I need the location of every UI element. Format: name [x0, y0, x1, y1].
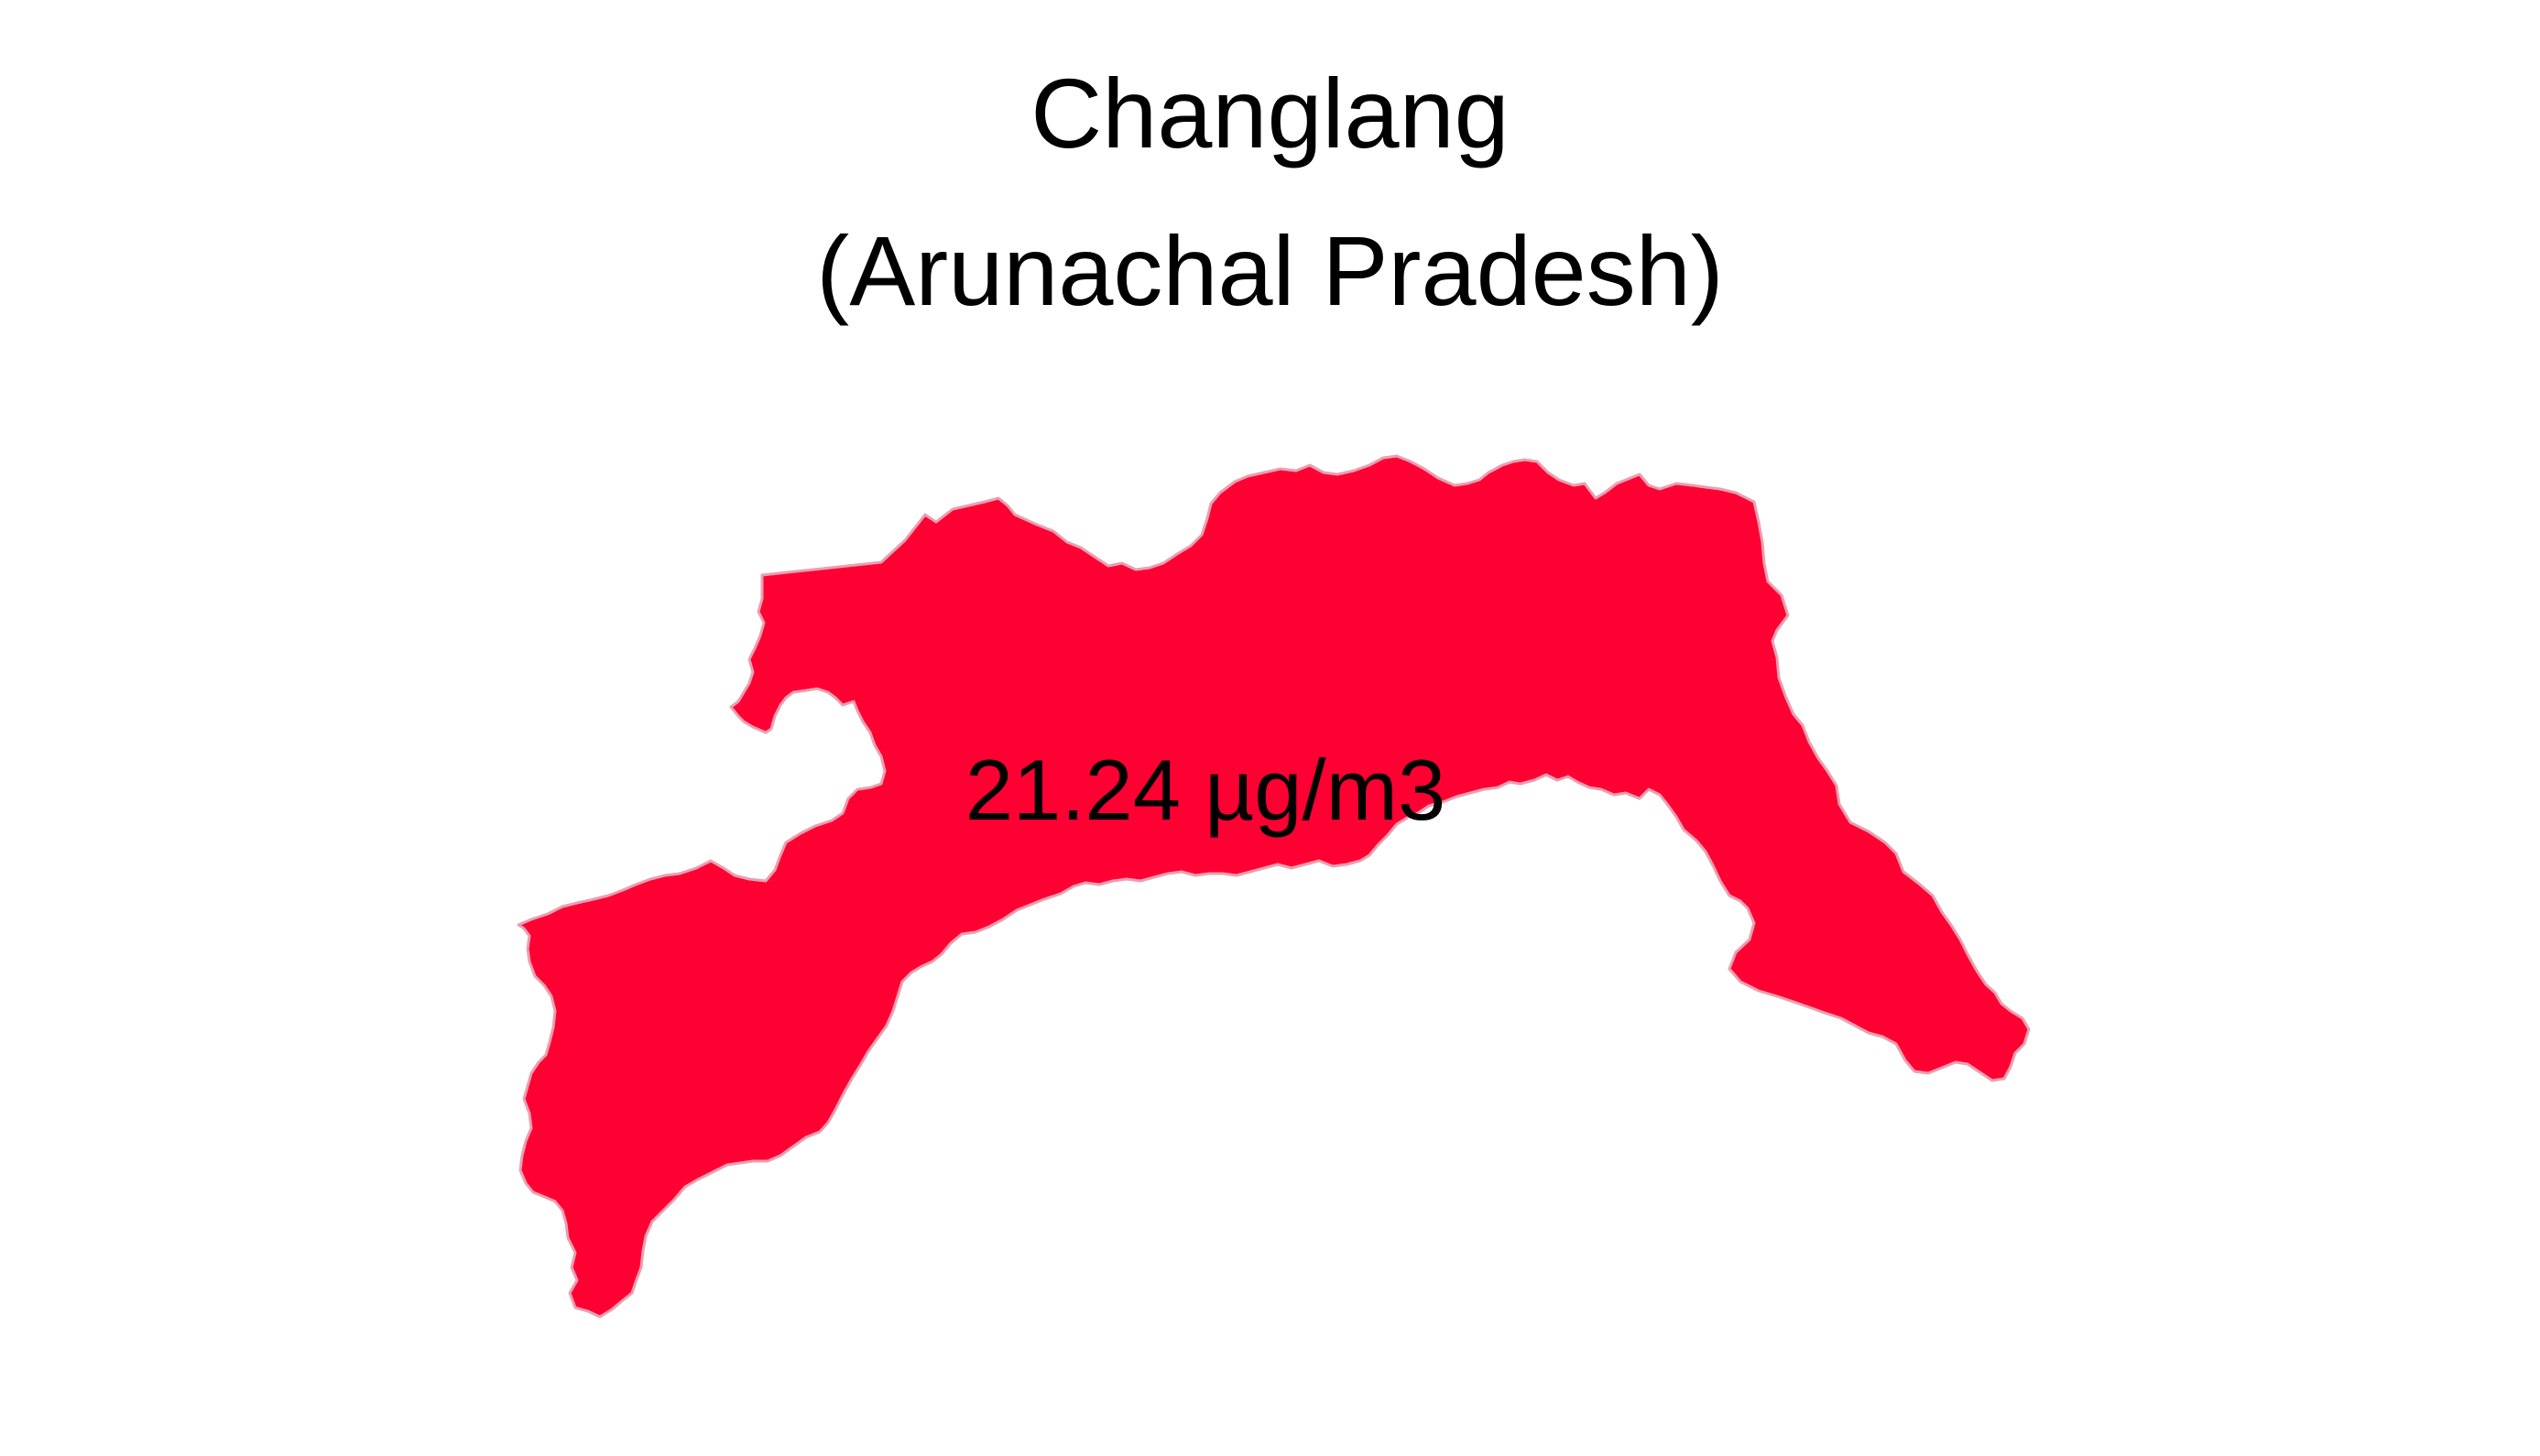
title-state: (Arunachal Pradesh) — [816, 215, 1724, 326]
district-region-changlang — [517, 454, 2031, 1319]
district-value-label: 21.24 µg/m3 — [965, 742, 1446, 838]
title-district: Changlang — [1030, 58, 1510, 168]
map-title: Changlang (Arunachal Pradesh) — [0, 35, 2540, 350]
